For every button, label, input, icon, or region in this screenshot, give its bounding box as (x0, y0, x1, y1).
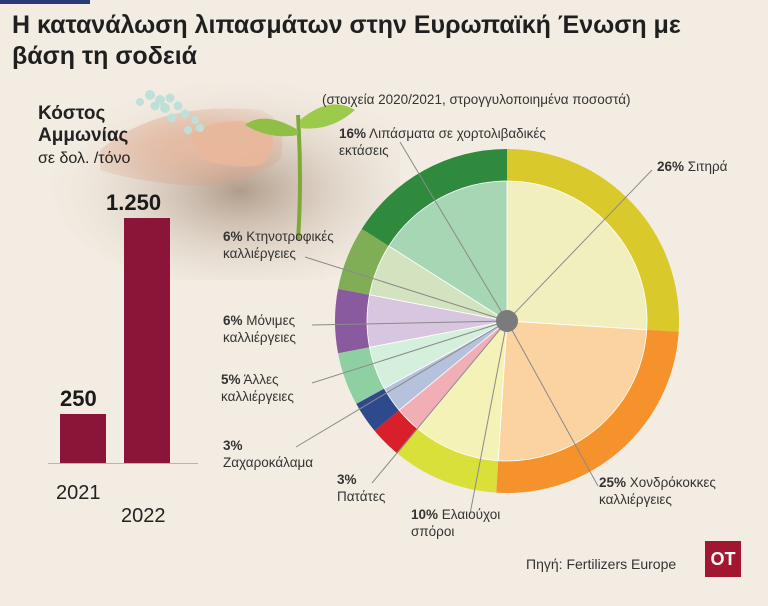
label-zachar: 3% Ζαχαροκάλαμα (223, 437, 313, 471)
leader-line-4 (295, 320, 508, 448)
label-ktino-line1: Κτηνοτροφικές (246, 229, 334, 244)
source-note: Πηγή: Fertilizers Europe (526, 556, 677, 572)
label-monimes: 6% Μόνιμες καλλιέργειες (223, 312, 296, 346)
pie-center-hub (496, 310, 518, 332)
bar-category-2022: 2022 (121, 505, 166, 527)
leader-line-8 (399, 141, 508, 322)
label-patates: 3% Πατάτες (337, 471, 385, 505)
leader-line-7 (304, 256, 508, 322)
pie-ring-7 (338, 228, 389, 295)
leader-line-3 (371, 320, 508, 484)
bar-baseline (48, 463, 198, 464)
pie-slice-0 (506, 180, 648, 331)
label-monimes-line2: καλλιέργειες (223, 330, 296, 345)
bar-2021 (60, 414, 106, 463)
label-lipasmata-pct: 16% (339, 126, 367, 141)
label-elaio-line2: σπόροι (411, 524, 455, 539)
label-ktino-line2: καλλιέργειες (223, 246, 296, 261)
label-elaio: 10% Ελαιούχοι σπόροι (411, 506, 500, 540)
pie-slice-1 (497, 320, 648, 462)
label-chondro-line1: Χονδρόκοκκες (629, 475, 716, 490)
label-lipasmata-line1: Λιπάσματα σε χορτολιβαδικές (369, 126, 546, 141)
bar-value-2022: 1.250 (106, 190, 162, 215)
pie-ring-8 (361, 149, 507, 246)
label-lipasmata: 16% Λιπάσματα σε χορτολιβαδικές εκτάσεις (339, 125, 546, 159)
label-patates-line2: Πατάτες (337, 489, 386, 504)
pie-slice-2 (417, 319, 508, 462)
label-chondro: 25% Χονδρόκοκκες καλλιέργειες (599, 474, 716, 508)
label-elaio-line1: Ελαιούχοι (441, 507, 501, 522)
leader-line-1 (506, 320, 599, 487)
label-alles-pct: 5% (221, 372, 241, 387)
leader-line-0 (506, 169, 653, 322)
label-elaio-pct: 10% (411, 507, 439, 522)
label-monimes-pct: 6% (223, 313, 243, 328)
label-sitira: 26% Σιτηρά (657, 158, 727, 175)
top-accent-bar (0, 0, 90, 4)
label-chondro-pct: 25% (599, 475, 627, 490)
bar-value-2021: 250 (60, 386, 97, 411)
bar-category-2021: 2021 (56, 482, 101, 504)
bar-2022 (124, 218, 170, 463)
pie-ring-4 (356, 388, 400, 431)
pie-ring-3 (374, 410, 418, 454)
label-ktino-pct: 6% (223, 229, 243, 244)
leader-line-5 (311, 320, 508, 384)
label-patates-pct: 3% (337, 472, 357, 487)
pie-ring-1 (496, 329, 679, 494)
bar-chart-title: Κόστος Αμμωνίας (38, 103, 129, 146)
label-monimes-line1: Μόνιμες (246, 313, 296, 328)
pie-subtitle: (στοιχεία 2020/2021, στρογγυλοποιημένα π… (322, 92, 631, 107)
ot-logo: OT (705, 541, 741, 577)
label-zachar-line2: Ζαχαροκάλαμα (223, 455, 314, 470)
pie-slice-8 (388, 180, 508, 322)
label-chondro-line2: καλλιέργειες (599, 492, 672, 507)
label-sitira-text: Σιτηρά (687, 159, 728, 174)
pie-ring-6 (335, 288, 370, 354)
label-zachar-pct: 3% (223, 438, 243, 453)
label-alles-line2: καλλιέργειες (221, 389, 294, 404)
leader-line-2 (469, 320, 508, 515)
pie-ring-2 (397, 428, 499, 493)
label-alles-line1: Άλλες (243, 372, 279, 387)
label-alles: 5% Άλλες καλλιέργειες (221, 371, 294, 405)
page-title: Η κατανάλωση λιπασμάτων στην Ευρωπαϊκή Έ… (12, 11, 681, 70)
label-sitira-pct: 26% (657, 159, 685, 174)
leader-line-6 (311, 320, 508, 326)
bar-chart-unit: σε δολ. /τόνο (38, 150, 131, 167)
pie-ring-0 (507, 149, 679, 332)
label-ktino: 6% Κτηνοτροφικές καλλιέργειες (223, 228, 334, 262)
label-lipasmata-line2: εκτάσεις (339, 143, 389, 158)
